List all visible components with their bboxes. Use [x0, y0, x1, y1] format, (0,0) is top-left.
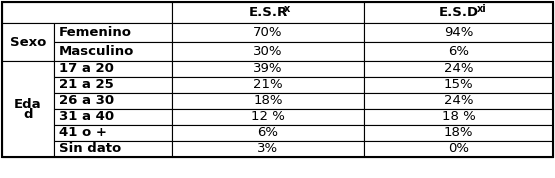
Bar: [2, 23, 54, 61]
Text: 94%: 94%: [444, 26, 473, 39]
Text: Sin dato: Sin dato: [59, 143, 121, 156]
Text: d: d: [23, 109, 33, 122]
Text: 6%: 6%: [448, 45, 469, 58]
Text: 39%: 39%: [253, 62, 282, 75]
Text: 24%: 24%: [444, 62, 473, 75]
Bar: [54, 125, 172, 141]
Text: 21 a 25: 21 a 25: [59, 78, 114, 91]
Bar: [364, 42, 553, 61]
Bar: [54, 141, 172, 157]
Bar: [364, 125, 553, 141]
Bar: [54, 61, 172, 77]
Text: Masculino: Masculino: [59, 45, 134, 58]
Bar: [364, 109, 553, 125]
Text: 18%: 18%: [444, 127, 473, 140]
Text: 18%: 18%: [253, 95, 282, 108]
Bar: [364, 2, 553, 23]
Text: 30%: 30%: [253, 45, 282, 58]
Bar: [172, 125, 364, 141]
Text: 0%: 0%: [448, 143, 469, 156]
Text: 24%: 24%: [444, 95, 473, 108]
Bar: [172, 42, 364, 61]
Text: 18 %: 18 %: [442, 111, 476, 124]
Text: 12 %: 12 %: [251, 111, 285, 124]
Bar: [172, 61, 364, 77]
Bar: [364, 61, 553, 77]
Text: 6%: 6%: [258, 127, 279, 140]
Bar: [2, 2, 553, 157]
Bar: [172, 141, 364, 157]
Bar: [364, 77, 553, 93]
Text: E.S.R: E.S.R: [249, 6, 287, 19]
Text: 17 a 20: 17 a 20: [59, 62, 114, 75]
Bar: [172, 2, 364, 23]
Text: x: x: [284, 4, 290, 14]
Bar: [172, 23, 364, 42]
Text: xi: xi: [477, 4, 486, 14]
Bar: [364, 23, 553, 42]
Bar: [364, 141, 553, 157]
Text: 26 a 30: 26 a 30: [59, 95, 114, 108]
Text: Femenino: Femenino: [59, 26, 132, 39]
Text: 15%: 15%: [443, 78, 473, 91]
Text: 3%: 3%: [258, 143, 279, 156]
Bar: [54, 23, 172, 42]
Text: 70%: 70%: [253, 26, 282, 39]
Text: 41 o +: 41 o +: [59, 127, 107, 140]
Bar: [364, 93, 553, 109]
Text: Sexo: Sexo: [10, 35, 46, 48]
Bar: [2, 2, 172, 23]
Text: 31 a 40: 31 a 40: [59, 111, 114, 124]
Bar: [54, 77, 172, 93]
Text: Eda: Eda: [14, 98, 42, 111]
Bar: [172, 109, 364, 125]
Bar: [54, 93, 172, 109]
Bar: [172, 77, 364, 93]
Text: E.S.D: E.S.D: [438, 6, 478, 19]
Bar: [2, 61, 54, 157]
Bar: [54, 42, 172, 61]
Bar: [172, 93, 364, 109]
Text: 21%: 21%: [253, 78, 283, 91]
Bar: [54, 109, 172, 125]
